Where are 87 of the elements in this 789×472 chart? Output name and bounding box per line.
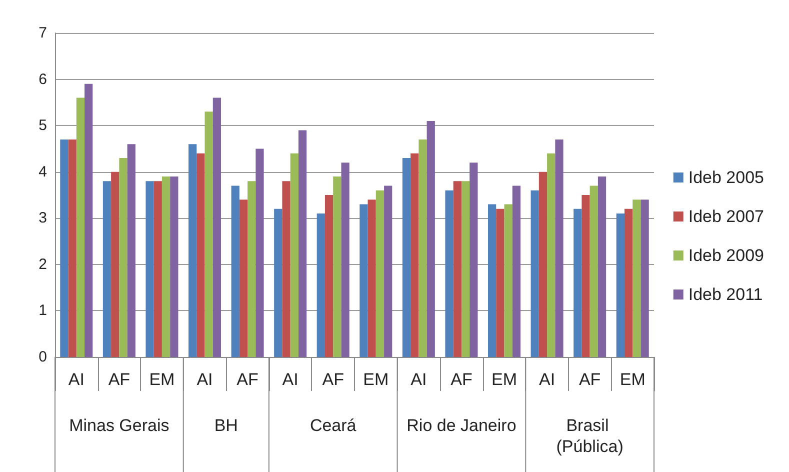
bar	[512, 186, 521, 357]
bar	[84, 84, 93, 357]
y-tick-label: 2	[38, 256, 47, 273]
y-tick-label: 6	[38, 70, 47, 88]
x-tick-label: AF	[322, 370, 344, 389]
x-tick-label: AF	[450, 370, 472, 389]
bar	[368, 200, 376, 357]
legend-label: Ideb 2005	[688, 168, 764, 187]
legend-label: Ideb 2011	[688, 285, 763, 304]
bar	[298, 130, 307, 357]
bar	[333, 176, 342, 357]
bar	[290, 153, 298, 357]
bar	[146, 181, 154, 357]
bar	[119, 158, 128, 357]
bar	[538, 172, 548, 357]
bar	[504, 204, 512, 357]
bar	[212, 98, 222, 357]
bar	[162, 176, 170, 357]
bar	[590, 186, 598, 357]
bar	[376, 190, 384, 357]
bar	[324, 195, 334, 357]
x-tick-label: AF	[236, 370, 258, 389]
bar	[248, 181, 256, 357]
x-tick-label: EM	[363, 370, 389, 389]
bar	[574, 208, 582, 357]
x-tick-label: AI	[410, 370, 427, 389]
bar	[111, 172, 120, 357]
x-tick-label: AI	[68, 370, 84, 389]
bar	[316, 214, 325, 357]
bar	[461, 181, 470, 357]
x-tick-label: EM	[492, 370, 517, 389]
bar	[341, 162, 350, 357]
bar	[360, 204, 368, 357]
bar	[616, 214, 624, 357]
bar	[530, 190, 539, 357]
x-tick-label: AI	[196, 370, 213, 389]
bar	[256, 148, 264, 357]
y-tick-label: 1	[38, 302, 47, 320]
bar	[384, 186, 392, 357]
bar	[488, 204, 496, 357]
y-tick-label: 0	[38, 348, 47, 366]
bar	[402, 158, 411, 357]
x-tick-label: AI	[282, 370, 298, 389]
bar	[188, 144, 197, 357]
y-tick-label: 4	[38, 163, 47, 180]
text: Brasil (Pública)	[556, 416, 624, 456]
bar	[426, 120, 435, 357]
bar	[640, 200, 649, 357]
bar	[170, 176, 178, 357]
bar	[632, 200, 641, 357]
x-tick-label: AF	[578, 370, 601, 389]
bar	[445, 190, 454, 357]
bar	[60, 139, 68, 357]
bar	[453, 181, 462, 357]
bar	[127, 144, 136, 357]
bar	[282, 181, 290, 357]
y-tick-label: 5	[38, 117, 47, 134]
text: Ceará	[310, 416, 357, 435]
text: Minas Gerais	[69, 416, 170, 435]
bar	[102, 181, 112, 357]
x-tick-label: EM	[620, 370, 646, 389]
bar	[624, 208, 633, 357]
bar	[154, 181, 162, 357]
bar	[418, 139, 427, 357]
bar	[598, 176, 606, 357]
bar	[410, 153, 419, 357]
text: Rio de Janeiro	[406, 416, 516, 435]
x-tick-label: AF	[108, 370, 130, 389]
bar	[470, 162, 478, 357]
bar	[68, 139, 76, 357]
bar	[274, 208, 282, 357]
legend-label: Ideb 2009	[688, 246, 764, 265]
bar	[239, 200, 248, 357]
text: BH	[214, 416, 238, 435]
bar	[547, 153, 556, 357]
bar	[196, 153, 205, 357]
x-tick-label: EM	[149, 370, 175, 389]
bar	[76, 98, 85, 357]
y-tick-label: 3	[38, 210, 47, 227]
bar	[496, 208, 504, 357]
legend-label: Ideb 2007	[688, 207, 764, 226]
bar	[555, 139, 564, 357]
bar	[582, 195, 590, 357]
bar	[231, 186, 240, 357]
x-tick-label: AI	[539, 370, 556, 389]
y-tick-label: 7	[38, 24, 47, 42]
bar	[204, 112, 213, 357]
